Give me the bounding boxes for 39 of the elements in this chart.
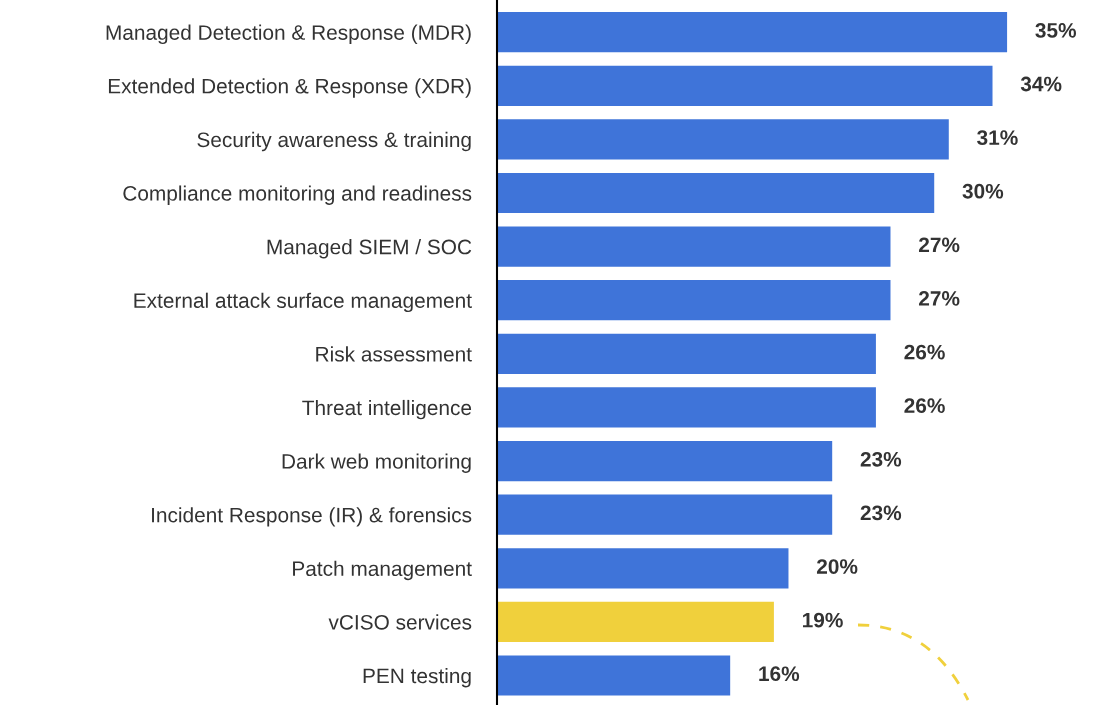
data-label: 31% [977, 130, 1018, 146]
y-tick-label: Dark web monitoring [282, 453, 471, 473]
bar [497, 655, 731, 696]
y-tick-label: Managed SIEM / SOC [267, 239, 472, 259]
data-label: 35% [1035, 23, 1077, 38]
y-tick-label: Security awareness & training [197, 131, 471, 152]
data-label: 16% [759, 666, 800, 682]
y-tick-label: Incident Response (IR) & forensics [152, 507, 472, 527]
bar [497, 65, 993, 106]
bar [497, 333, 876, 374]
bar [497, 548, 789, 589]
bar [497, 119, 949, 160]
data-label: 23% [860, 505, 902, 521]
y-tick-label: PEN testing [363, 667, 471, 688]
bar [497, 226, 891, 267]
data-label: 23% [860, 451, 902, 467]
bar [497, 172, 935, 214]
bar [497, 601, 774, 643]
data-label: 26% [904, 398, 945, 414]
y-tick-label: External attack surface management [134, 292, 472, 313]
data-label: 30% [962, 183, 1004, 199]
y-tick-label: Managed Detection & Response (MDR) [106, 24, 471, 45]
data-label: 26% [904, 344, 945, 360]
data-label: 27% [918, 237, 960, 253]
bar [497, 12, 1008, 53]
data-label: 27% [918, 291, 960, 306]
y-tick-label: vCISO services [328, 614, 472, 630]
bar [497, 280, 891, 321]
bar [497, 387, 876, 428]
data-label: 20% [816, 559, 858, 574]
bar [497, 440, 833, 482]
y-tick-label: Risk assessment [316, 346, 472, 362]
data-label: 19% [802, 612, 843, 628]
y-tick-label: Patch management [293, 560, 472, 581]
y-tick-label: Threat intelligence [302, 399, 472, 420]
y-tick-label: Compliance monitoring and readiness [123, 185, 472, 205]
data-label: 34% [1020, 76, 1062, 92]
bar [497, 494, 833, 535]
y-tick-label: Extended Detection & Response (XDR) [108, 78, 471, 98]
